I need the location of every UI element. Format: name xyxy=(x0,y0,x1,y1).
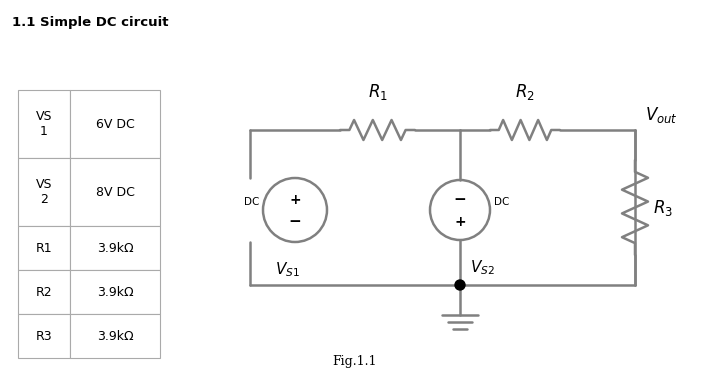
Text: 3.9kΩ: 3.9kΩ xyxy=(97,330,133,343)
Text: R3: R3 xyxy=(36,330,53,343)
Bar xyxy=(18,270,70,314)
Text: +: + xyxy=(454,215,466,229)
Text: 3.9kΩ: 3.9kΩ xyxy=(97,241,133,254)
Bar xyxy=(70,226,160,270)
Bar xyxy=(18,158,70,226)
Text: 6V DC: 6V DC xyxy=(96,117,134,131)
Text: $R_3$: $R_3$ xyxy=(653,198,673,218)
Bar xyxy=(18,226,70,270)
Text: 3.9kΩ: 3.9kΩ xyxy=(97,286,133,298)
Bar xyxy=(70,90,160,158)
Text: R1: R1 xyxy=(36,241,53,254)
Text: −: − xyxy=(289,214,301,229)
Text: 8V DC: 8V DC xyxy=(96,186,134,199)
Text: $R_2$: $R_2$ xyxy=(515,82,535,102)
Text: $V_{S2}$: $V_{S2}$ xyxy=(469,258,494,277)
Bar xyxy=(70,158,160,226)
Bar xyxy=(18,90,70,158)
Text: DC: DC xyxy=(244,197,259,207)
Text: −: − xyxy=(454,192,466,208)
Bar xyxy=(18,314,70,358)
Text: 1.1 Simple DC circuit: 1.1 Simple DC circuit xyxy=(12,16,168,29)
Text: VS
2: VS 2 xyxy=(36,178,53,206)
Text: $V_{out}$: $V_{out}$ xyxy=(645,105,678,125)
Text: VS
1: VS 1 xyxy=(36,110,53,138)
Text: $V_{S1}$: $V_{S1}$ xyxy=(275,260,300,279)
Text: Fig.1.1: Fig.1.1 xyxy=(333,355,377,368)
Circle shape xyxy=(455,280,465,290)
Bar xyxy=(70,314,160,358)
Text: R2: R2 xyxy=(36,286,53,298)
Text: +: + xyxy=(289,193,301,207)
Text: DC: DC xyxy=(494,197,509,207)
Bar xyxy=(70,270,160,314)
Text: $R_1$: $R_1$ xyxy=(368,82,388,102)
